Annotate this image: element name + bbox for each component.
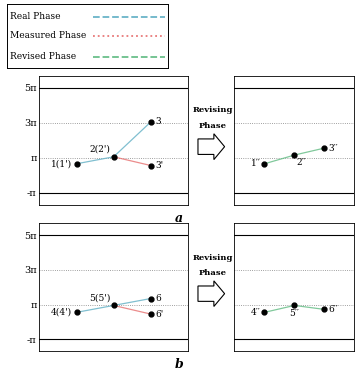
Text: 5′′: 5′′ [290, 308, 299, 318]
Text: 6': 6' [156, 310, 164, 318]
Text: Revising: Revising [193, 106, 233, 114]
Text: b: b [175, 358, 183, 369]
Text: 3': 3' [156, 161, 164, 170]
Text: a: a [175, 212, 183, 225]
Text: 1′′: 1′′ [251, 159, 261, 168]
Text: Revised Phase: Revised Phase [10, 52, 77, 61]
Text: 3′′: 3′′ [328, 144, 338, 152]
Text: 2′′: 2′′ [297, 158, 306, 167]
Text: 2(2'): 2(2') [90, 145, 111, 154]
Text: Phase: Phase [199, 122, 227, 130]
Text: 4′′: 4′′ [251, 308, 261, 317]
Text: 5(5'): 5(5') [89, 293, 111, 302]
Text: 4(4'): 4(4') [50, 308, 72, 317]
FancyArrow shape [198, 281, 224, 307]
Text: Real Phase: Real Phase [10, 12, 61, 21]
Text: Phase: Phase [199, 269, 227, 277]
Text: 6: 6 [156, 294, 161, 303]
Text: 3: 3 [156, 117, 161, 127]
Text: 6′′: 6′′ [328, 305, 338, 314]
FancyArrow shape [198, 134, 224, 159]
Text: Revising: Revising [193, 254, 233, 262]
Text: Measured Phase: Measured Phase [10, 31, 87, 41]
Text: 1(1'): 1(1') [50, 159, 72, 168]
